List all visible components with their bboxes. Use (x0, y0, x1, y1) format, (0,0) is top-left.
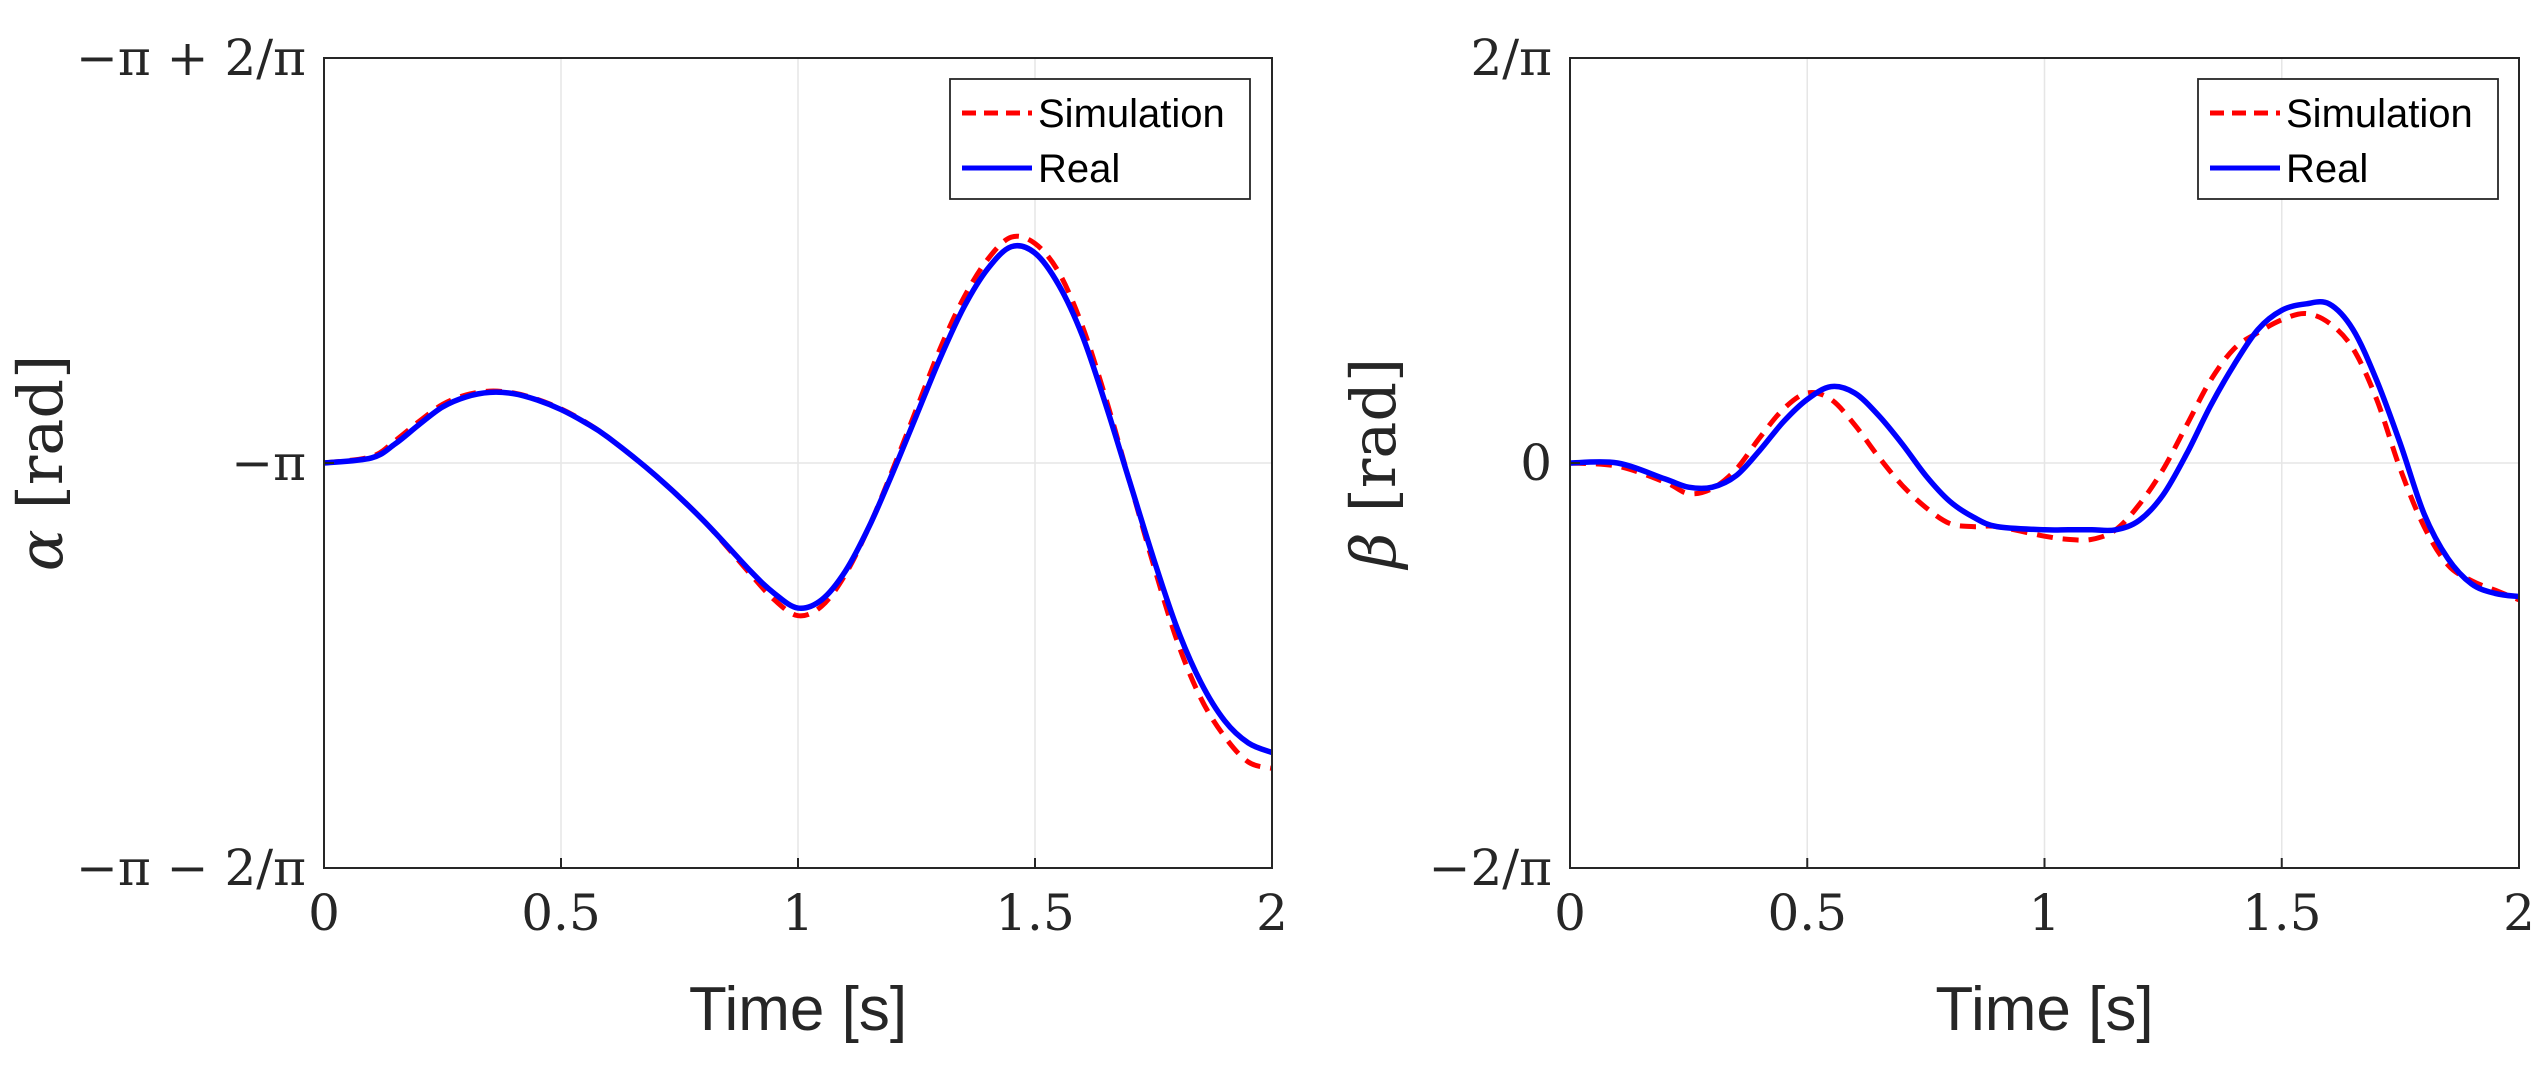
x-tick-label: 1 (782, 884, 814, 942)
x-tick-label: 0.5 (1767, 884, 1847, 942)
series-line-simulation (1569, 310, 2520, 603)
y-axis-unit: [rad] (4, 355, 77, 510)
x-tick-label: 0 (308, 884, 340, 942)
y-axis-label: β [rad] (1337, 358, 1410, 571)
legend-label-real: Real (1038, 147, 1120, 191)
y-tick-label: −π + 2/π (76, 29, 306, 87)
y-axis-symbol: α (4, 529, 77, 571)
x-tick-label: 1.5 (2242, 884, 2322, 942)
y-tick-label: −π − 2/π (76, 839, 306, 897)
x-tick-label: 2 (1256, 884, 1288, 942)
chart-panel-1: 0 0.5 1 1.5 2 −π − 2/π −π −π + 2/π Time [s] α [rad… (4, 29, 1288, 1044)
x-axis-label: Time [s] (689, 975, 907, 1044)
y-tick-label: −2/π (1429, 839, 1552, 897)
y-axis-unit: [rad] (1337, 358, 1410, 513)
x-tick-label: 1 (2029, 884, 2061, 942)
x-tick-label: 0 (1554, 884, 1586, 942)
y-tick-label: 2/π (1470, 29, 1552, 87)
legend-label-simulation: Simulation (2286, 92, 2473, 136)
legend-box (949, 78, 1251, 200)
legend-label-real: Real (2286, 147, 2368, 191)
series-line-real (323, 242, 1274, 756)
legend: Simulation Real (2197, 78, 2499, 200)
legend-label-simulation: Simulation (1038, 92, 1225, 136)
x-tick-label: 2 (2503, 884, 2535, 942)
x-tick-label: 0.5 (521, 884, 601, 942)
x-axis-label: Time [s] (1935, 975, 2153, 1044)
series-line-real (1569, 299, 2520, 600)
y-axis-symbol: β (1337, 532, 1410, 570)
y-tick-label: 0 (1520, 434, 1552, 492)
y-tick-label: −π (231, 434, 306, 492)
legend: Simulation Real (949, 78, 1251, 200)
x-tick-label: 1.5 (995, 884, 1075, 942)
y-axis-label: α [rad] (4, 355, 77, 572)
legend-box (2197, 78, 2499, 200)
